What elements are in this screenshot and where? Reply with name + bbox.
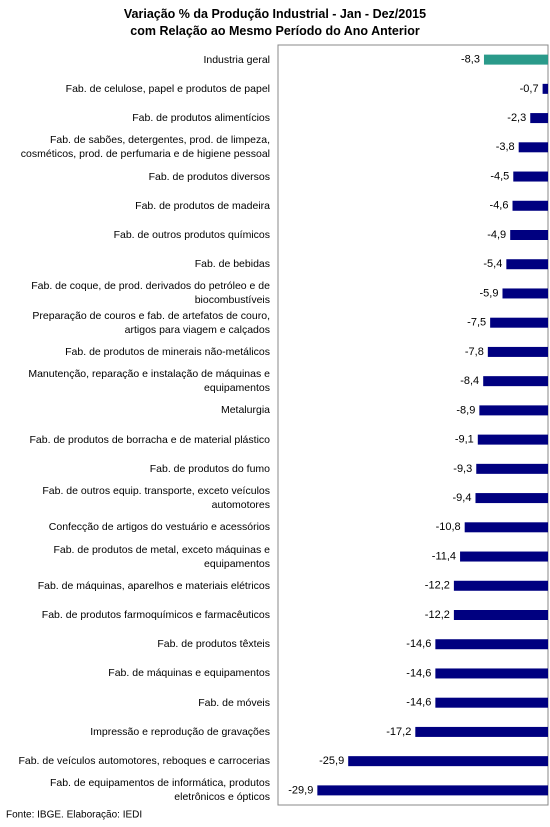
bar [513,171,548,182]
category-label: Metalurgia [220,404,270,417]
category-label: Fab. de produtos farmoquímicos e farmacê… [41,609,270,621]
data-label: -4,5 [490,170,509,182]
category-label: Manutenção, reparação e instalação de má… [28,368,270,395]
category-label: Fab. de bebidas [194,258,270,271]
bar [476,463,548,474]
category-label: Fab. de móveis [198,696,270,709]
category-label: Fab. de sabões, detergentes, prod. de li… [20,134,270,161]
category-label: Fab. de outros equip. transporte, exceto… [42,485,270,512]
bar [435,639,548,650]
data-label: -25,9 [319,755,344,767]
category-label: Fab. de máquinas e equipamentos [108,667,270,680]
data-label: -5,9 [480,287,499,299]
category-label: Fab. de produtos de metal, exceto máquin… [53,543,270,570]
data-label: -17,2 [386,726,411,738]
category-label: Fab. de produtos alimentícios [132,112,270,125]
data-label: -14,6 [406,697,431,709]
data-label: -4,9 [487,229,506,241]
bar [510,230,548,240]
bar [464,522,548,533]
category-label: Fab. de produtos de minerais não-metálic… [65,345,270,358]
data-label: -3,8 [496,141,515,153]
data-label: -12,2 [425,609,450,621]
bar [453,610,548,620]
data-label: -9,1 [455,434,474,446]
data-label: -8,3 [461,54,480,66]
chart-title: Variação % da Produção Industrial - Jan … [123,7,427,21]
bar [453,580,548,591]
category-label: Confecção de artigos do vestuário e aces… [48,521,270,534]
bar [348,756,548,767]
category-label: Fab. de produtos diversos [148,170,270,183]
bar [490,317,548,328]
bar [512,200,548,211]
category-label: Fab. de produtos têxteis [157,638,270,651]
bar [435,697,548,708]
data-label: -4,6 [490,200,509,212]
data-label: -7,8 [465,346,484,358]
category-label: Impressão e reprodução de gravações [90,725,270,738]
bar [479,405,548,416]
category-label: Preparação de couros e fab. de artefatos… [32,309,270,336]
category-label: Fab. de celulose, papel e produtos de pa… [65,82,270,95]
data-label: -29,9 [288,784,313,796]
category-label: Industria geral [203,53,270,66]
category-label: Fab. de máquinas, aparelhos e materiais … [37,579,270,592]
data-label: -14,6 [406,638,431,650]
data-label: -9,4 [453,492,472,504]
data-label: -9,3 [453,463,472,475]
bar [542,83,548,94]
category-label: Fab. de coque, de prod. derivados do pet… [31,280,270,307]
data-label: -8,4 [460,375,479,387]
data-label: -7,5 [467,317,486,329]
bar [483,376,548,387]
bar [487,346,548,357]
data-label: -14,6 [406,667,431,679]
category-label: Fab. de produtos de borracha e de materi… [29,433,270,446]
category-label: Fab. de produtos de madeira [135,199,270,212]
data-label: -5,4 [483,258,502,270]
category-label: Fab. de equipamentos de informática, pro… [49,777,270,804]
bar [317,785,548,796]
bar [475,493,548,504]
bar [477,434,548,445]
data-label: -8,9 [456,404,475,416]
data-label: -12,2 [425,580,450,592]
data-label: -10,8 [436,521,461,533]
bar [483,54,548,65]
bar [518,142,548,153]
bar [435,668,548,679]
data-label: -11,4 [432,550,456,562]
category-label: Fab. de veículos automotores, reboques e… [18,755,270,768]
bar [502,288,548,299]
data-label: -2,3 [507,112,526,124]
category-label: Fab. de produtos do fumo [149,462,270,475]
bar [460,551,548,562]
bar [530,113,548,124]
bar [415,726,548,737]
category-label: Fab. de outros produtos químicos [113,229,270,241]
data-label: -0,7 [520,83,539,95]
plot-frame [277,44,549,806]
bar [506,259,548,270]
chart-subtitle: com Relação ao Mesmo Período do Ano Ante… [130,24,420,38]
source: Fonte: IBGE. Elaboração: IEDI [6,810,142,821]
